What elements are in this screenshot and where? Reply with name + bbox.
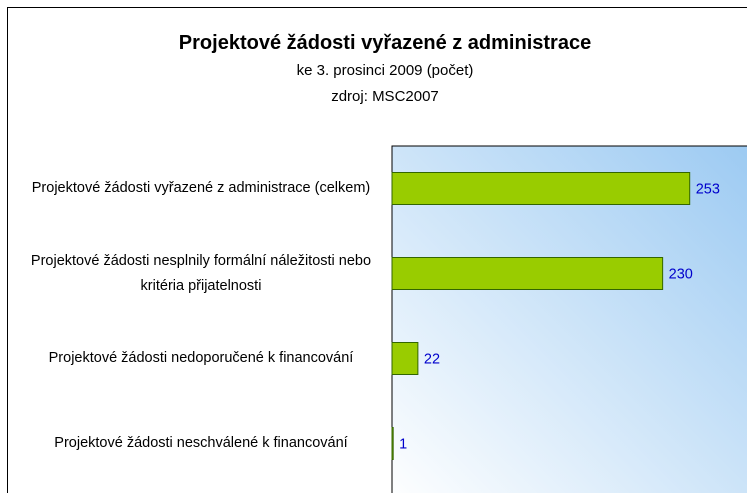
bar — [391, 172, 691, 205]
chart-subtitle: zdroj: MSC2007 — [331, 88, 439, 105]
value-label: 1 — [399, 436, 407, 452]
value-label: 22 — [424, 351, 440, 367]
category-label: Projektové žádosti vyřazené z administra… — [31, 180, 371, 196]
category-label: Projektové žádosti nesplnily formální ná… — [30, 252, 372, 294]
chart-frame — [7, 7, 747, 493]
category-label: Projektové žádosti nedoporučené k financ… — [48, 350, 354, 366]
bar — [391, 257, 664, 290]
bar — [391, 427, 394, 460]
chart-title: Projektové žádosti vyřazené z administra… — [178, 32, 592, 54]
category-label: Projektové žádosti neschválené k financo… — [54, 435, 348, 451]
value-label: 230 — [669, 266, 693, 282]
chart-subtitle: ke 3. prosinci 2009 (počet) — [296, 62, 474, 79]
bar — [391, 342, 419, 375]
value-label: 253 — [696, 181, 720, 197]
